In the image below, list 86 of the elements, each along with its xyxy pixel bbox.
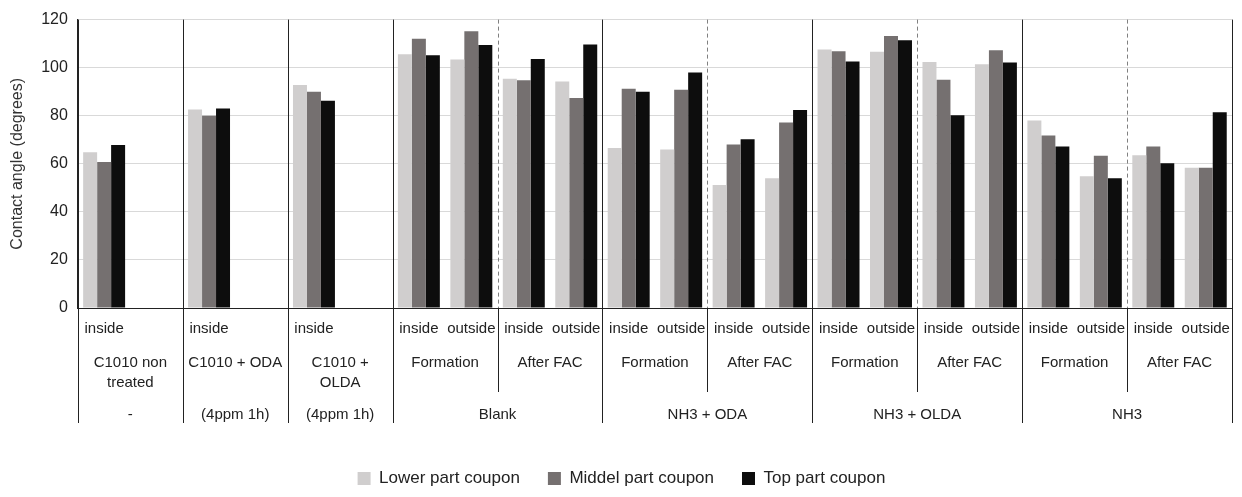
bar bbox=[1041, 135, 1056, 308]
text: Formation bbox=[831, 353, 899, 371]
x-tick-label: outside bbox=[447, 319, 496, 337]
text: (4ppm 1h) bbox=[306, 405, 375, 423]
bar bbox=[97, 161, 112, 308]
bar bbox=[936, 79, 951, 308]
text: Formation bbox=[621, 353, 689, 371]
bar bbox=[779, 122, 794, 308]
text: Formation bbox=[1040, 353, 1109, 371]
y-tick-label: 80 bbox=[50, 106, 68, 124]
x-tick-label: outside bbox=[552, 319, 601, 337]
bar bbox=[1160, 163, 1175, 308]
bar bbox=[897, 40, 912, 308]
text: Blank bbox=[478, 405, 517, 423]
x-tick-label: outside bbox=[761, 319, 811, 337]
bar bbox=[1198, 167, 1213, 308]
text: After FAC bbox=[517, 353, 583, 371]
text: After FAC bbox=[1147, 353, 1213, 371]
bar bbox=[425, 55, 440, 308]
text: - bbox=[127, 405, 133, 423]
bar bbox=[950, 115, 965, 308]
bar bbox=[583, 44, 598, 308]
text: C1010 + ODA bbox=[188, 353, 283, 371]
bar bbox=[411, 38, 426, 308]
bar bbox=[793, 109, 808, 308]
x-tick-label: inside bbox=[1133, 319, 1173, 337]
bar bbox=[464, 31, 479, 308]
x-tick-label: inside bbox=[923, 319, 964, 337]
text: NH3 + ODA bbox=[667, 405, 748, 423]
x-tick-label: inside bbox=[294, 319, 334, 337]
bar bbox=[1107, 178, 1122, 308]
legend-label: Lower part coupon bbox=[379, 468, 520, 488]
bar bbox=[320, 100, 335, 308]
y-tick-label: 120 bbox=[41, 10, 68, 28]
bar bbox=[1146, 146, 1161, 308]
x-tick-label: outside bbox=[971, 319, 1021, 337]
x-tick-label: inside bbox=[84, 319, 124, 337]
text: (4ppm 1h) bbox=[201, 405, 270, 423]
y-tick-label: 60 bbox=[50, 154, 68, 172]
bar bbox=[306, 91, 321, 308]
bar bbox=[674, 89, 689, 308]
text: C1010 + OLDA bbox=[311, 353, 369, 391]
bar bbox=[726, 144, 741, 308]
bar bbox=[740, 139, 755, 308]
bar bbox=[516, 80, 531, 308]
bar bbox=[884, 35, 898, 308]
bar bbox=[202, 115, 217, 308]
text: After FAC bbox=[727, 353, 793, 371]
x-tick-label: outside bbox=[1181, 319, 1230, 337]
bar bbox=[216, 108, 231, 308]
bar bbox=[988, 50, 1003, 308]
text: After FAC bbox=[937, 353, 1003, 371]
bar bbox=[530, 59, 545, 308]
text: Formation bbox=[411, 353, 479, 371]
bar bbox=[845, 61, 860, 308]
bar bbox=[1212, 112, 1227, 308]
y-tick-label: 0 bbox=[58, 298, 68, 316]
bar bbox=[621, 88, 636, 308]
x-tick-label: outside bbox=[866, 319, 916, 337]
x-tick-label: inside bbox=[818, 319, 859, 337]
x-tick-label: outside bbox=[1076, 319, 1126, 337]
y-tick-label: 20 bbox=[50, 250, 68, 268]
bar bbox=[569, 97, 584, 308]
y-tick-label: 100 bbox=[41, 58, 68, 76]
bar bbox=[111, 145, 126, 308]
bar bbox=[1055, 146, 1070, 308]
bar bbox=[688, 72, 703, 308]
text: C1010 non treated bbox=[93, 353, 168, 391]
legend-label: Middel part coupon bbox=[569, 468, 714, 488]
bar bbox=[635, 91, 650, 308]
x-tick-label: inside bbox=[504, 319, 544, 337]
x-tick-label: inside bbox=[399, 319, 439, 337]
y-axis-title: Contact angle (degrees) bbox=[8, 77, 26, 250]
bar bbox=[1093, 155, 1108, 308]
y-tick-label: 40 bbox=[50, 202, 68, 220]
bar bbox=[1002, 62, 1017, 308]
text: NH3 bbox=[1112, 405, 1143, 423]
text: NH3 + OLDA bbox=[873, 405, 962, 423]
x-tick-label: outside bbox=[656, 319, 706, 337]
x-tick-label: inside bbox=[609, 319, 649, 337]
x-tick-label: inside bbox=[1028, 319, 1068, 337]
x-tick-label: inside bbox=[189, 319, 229, 337]
x-tick-label: inside bbox=[714, 319, 754, 337]
bar bbox=[478, 45, 493, 308]
legend-label: Top part coupon bbox=[763, 468, 886, 488]
bar bbox=[831, 51, 846, 308]
